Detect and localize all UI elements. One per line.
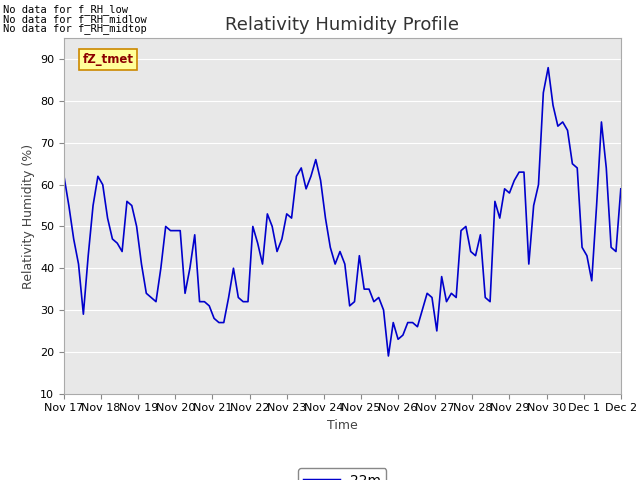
Text: No data for f_RH_midtop: No data for f_RH_midtop bbox=[3, 23, 147, 34]
Text: No data for f_RH_midlow: No data for f_RH_midlow bbox=[3, 13, 147, 24]
Legend: 22m: 22m bbox=[298, 468, 387, 480]
Y-axis label: Relativity Humidity (%): Relativity Humidity (%) bbox=[22, 144, 35, 288]
Text: fZ_tmet: fZ_tmet bbox=[83, 53, 134, 66]
Text: No data for f_RH_low: No data for f_RH_low bbox=[3, 4, 128, 15]
Title: Relativity Humidity Profile: Relativity Humidity Profile bbox=[225, 16, 460, 34]
X-axis label: Time: Time bbox=[327, 419, 358, 432]
